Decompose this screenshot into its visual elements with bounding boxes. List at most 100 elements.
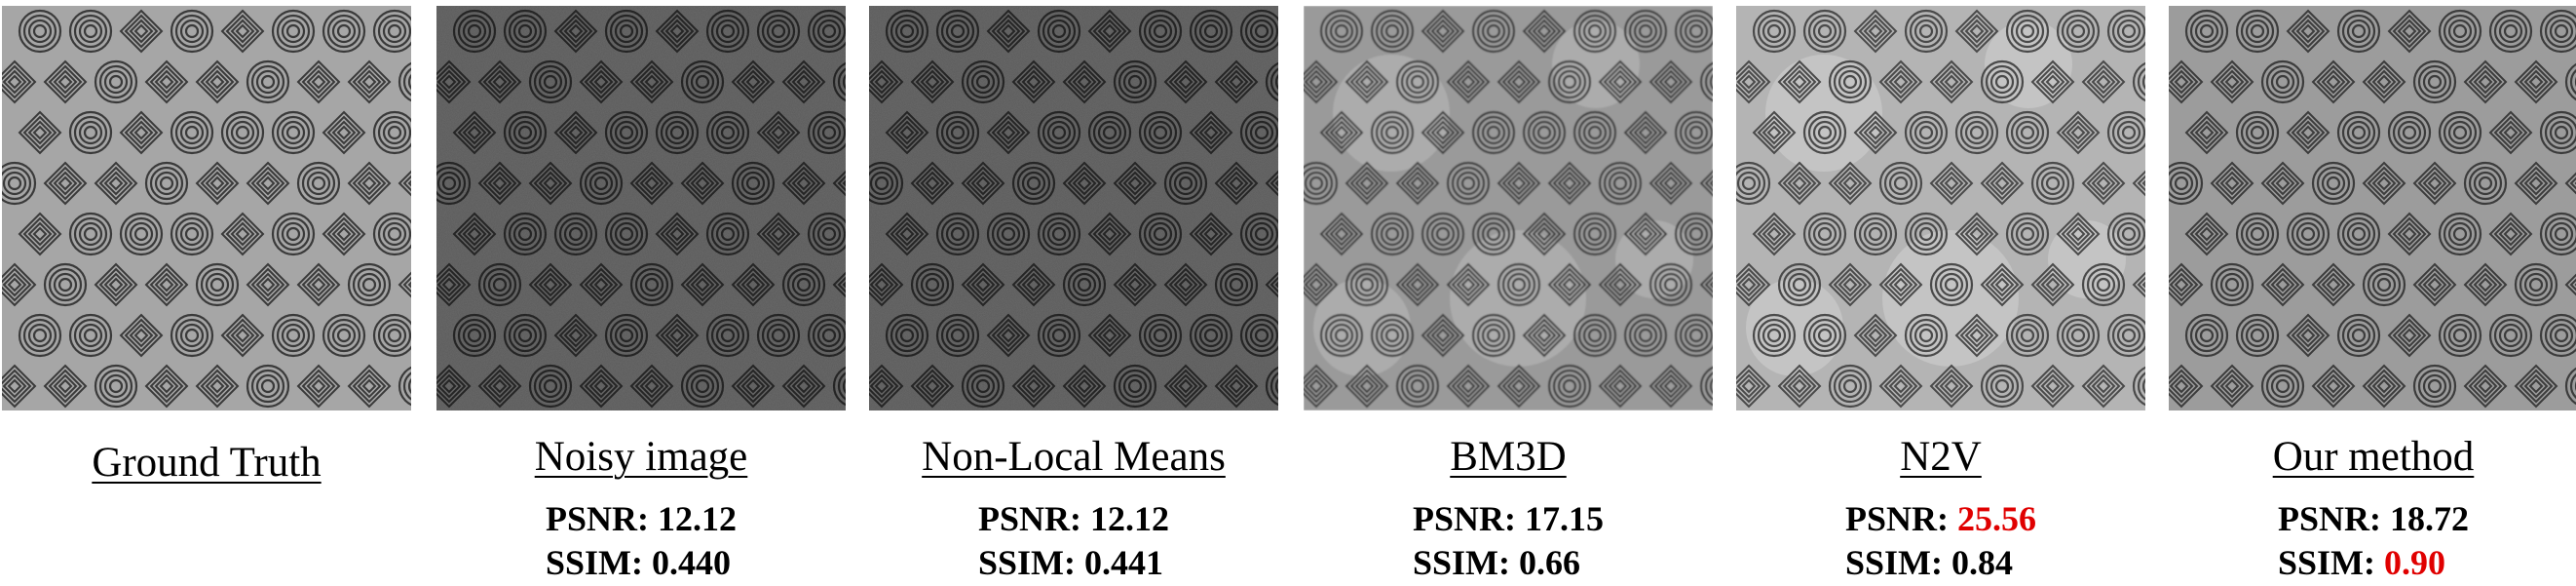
pattern-circle	[2564, 62, 2576, 101]
pattern-diamond	[1446, 364, 1491, 409]
psnr-value: 25.56	[1957, 499, 2036, 538]
pattern-circle	[680, 364, 725, 409]
pattern-circle	[68, 9, 113, 54]
pattern-circle	[2488, 9, 2533, 54]
pattern-circle	[1904, 110, 1949, 155]
pattern-diamond	[322, 110, 366, 155]
pattern-diamond	[2463, 364, 2508, 409]
pattern-circle	[935, 212, 980, 256]
pattern-circle	[2286, 212, 2330, 256]
pattern-circle	[1572, 212, 1617, 256]
pattern-diamond	[1214, 364, 1259, 409]
pattern-circle	[1239, 313, 1278, 358]
pattern-circle	[1904, 9, 1949, 54]
pattern-circle	[94, 364, 138, 409]
pattern-circle	[2260, 364, 2305, 409]
pattern-circle	[372, 9, 411, 54]
pattern-diamond	[18, 212, 62, 256]
noisy-image	[436, 6, 846, 410]
pattern-circle	[2463, 161, 2508, 206]
pattern-diamond	[756, 110, 801, 155]
pattern-circle	[1471, 9, 1516, 54]
pattern-circle	[807, 110, 846, 155]
pattern-diamond	[2286, 9, 2330, 54]
pattern-diamond	[2081, 59, 2126, 104]
pattern-diamond	[1648, 161, 1693, 206]
pattern-circle	[935, 110, 980, 155]
pattern-diamond	[436, 364, 472, 409]
psnr-value: 18.72	[2390, 499, 2469, 538]
pattern-circle	[452, 313, 497, 358]
pattern-diamond	[1547, 161, 1592, 206]
pattern-diamond	[2184, 212, 2229, 256]
pattern-diamond	[2030, 59, 2075, 104]
pattern-circle	[1214, 262, 1259, 307]
pattern-circle	[832, 366, 846, 407]
pattern-circle	[2564, 367, 2576, 406]
pattern-diamond	[1163, 59, 1208, 104]
pattern-circle	[910, 262, 955, 307]
pattern-diamond	[731, 262, 776, 307]
pattern-circle	[503, 9, 548, 54]
pattern-diamond	[2514, 59, 2558, 104]
pattern-circle	[1265, 366, 1278, 407]
pattern-circle	[1370, 110, 1415, 155]
pattern-diamond	[2, 59, 37, 104]
pattern-diamond	[2412, 262, 2457, 307]
pattern-circle	[18, 9, 62, 54]
pattern-diamond	[731, 59, 776, 104]
pattern-diamond	[2030, 364, 2075, 409]
pattern-circle	[1699, 61, 1713, 102]
pattern-diamond	[1319, 212, 1364, 256]
panel-n2v: N2V PSNR: 25.56 SSIM: 0.84	[1736, 0, 2145, 586]
pattern-diamond	[2210, 161, 2254, 206]
pattern-circle	[2438, 9, 2482, 54]
pattern-diamond	[477, 161, 522, 206]
pattern-diamond	[1699, 170, 1713, 197]
pattern-circle	[2106, 110, 2145, 155]
pattern-diamond	[1929, 161, 1974, 206]
pattern-diamond	[1304, 262, 1339, 307]
pattern-diamond	[961, 161, 1005, 206]
pattern-diamond	[986, 110, 1031, 155]
panel-caption: Ground Truth	[92, 440, 322, 486]
pattern-circle	[1189, 313, 1233, 358]
pattern-circle	[528, 364, 573, 409]
pattern-circle	[1752, 313, 1797, 358]
pattern-diamond	[528, 161, 573, 206]
pattern-circle	[2184, 9, 2229, 54]
pattern-diamond	[1062, 161, 1107, 206]
pattern-diamond	[629, 59, 674, 104]
pattern-diamond	[2514, 161, 2558, 206]
pattern-diamond	[579, 59, 624, 104]
pattern-circle	[452, 9, 497, 54]
pattern-diamond	[1777, 161, 1822, 206]
ssim-label: SSIM:	[978, 543, 1077, 582]
pattern-circle	[1699, 366, 1713, 407]
pattern-diamond	[2412, 161, 2457, 206]
pattern-circle	[271, 212, 316, 256]
pattern-diamond	[1163, 364, 1208, 409]
pattern-diamond	[2056, 212, 2101, 256]
pattern-diamond	[1980, 262, 2025, 307]
pattern-diamond	[781, 364, 826, 409]
pattern-circle	[680, 59, 725, 104]
pattern-circle	[1345, 262, 1389, 307]
pattern-diamond	[2564, 273, 2576, 296]
pattern-circle	[43, 262, 88, 307]
pattern-circle	[119, 212, 164, 256]
pattern-diamond	[322, 212, 366, 256]
pattern-diamond	[1087, 212, 1132, 256]
pattern-circle	[2184, 313, 2229, 358]
pattern-diamond	[2056, 110, 2101, 155]
pattern-circle	[2235, 110, 2280, 155]
pattern-diamond	[1699, 271, 1713, 298]
pattern-diamond	[296, 59, 341, 104]
pattern-circle	[1674, 110, 1713, 155]
psnr-label: PSNR:	[1413, 499, 1516, 538]
ssim-value: 0.90	[2384, 543, 2446, 582]
pattern-circle	[1802, 110, 1847, 155]
pattern-circle	[1189, 9, 1233, 54]
pattern-circle	[1954, 110, 1999, 155]
pattern-diamond	[246, 262, 290, 307]
